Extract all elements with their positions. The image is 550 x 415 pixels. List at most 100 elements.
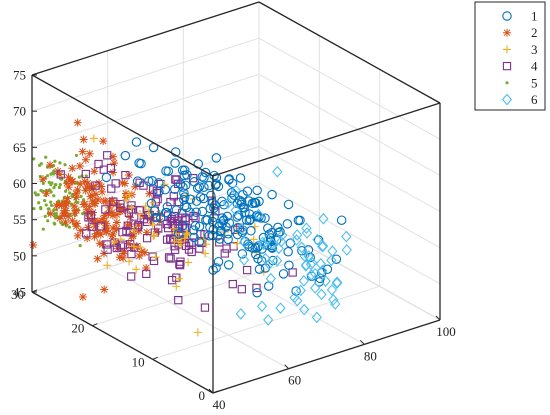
data-point [144, 176, 154, 186]
data-point [85, 202, 94, 211]
y-tick-label: 60 [288, 373, 301, 388]
data-point [311, 311, 322, 324]
data-point [291, 286, 301, 296]
data-point [122, 195, 131, 204]
data-point [84, 223, 93, 232]
data-point [254, 212, 264, 222]
data-point [58, 161, 62, 165]
data-point [115, 205, 124, 214]
data-point [118, 178, 127, 187]
data-point [125, 257, 134, 266]
data-point [166, 197, 175, 207]
data-point [80, 199, 89, 208]
data-point [93, 195, 102, 204]
data-point [105, 203, 114, 212]
data-point [273, 242, 284, 255]
data-point [195, 192, 206, 202]
series-6 [222, 165, 352, 326]
grid-line [258, 218, 441, 321]
data-point [240, 207, 250, 218]
data-point [51, 171, 55, 175]
data-point [258, 238, 269, 250]
legend: 12 3 45 6 [474, 1, 546, 111]
data-point [175, 179, 186, 189]
data-point [99, 137, 108, 146]
data-point [213, 181, 224, 192]
data-point [242, 265, 252, 275]
grid-line [258, 37, 441, 140]
data-point [144, 205, 153, 214]
data-point [129, 226, 138, 235]
data-point [73, 231, 82, 240]
legend-marker-2 [503, 28, 511, 37]
data-point [120, 247, 129, 256]
data-point [267, 243, 278, 253]
data-point [292, 294, 303, 307]
x-tick-label: 30 [11, 287, 24, 302]
data-point [29, 240, 38, 249]
data-point [238, 254, 250, 266]
data-point [147, 175, 158, 186]
y-tick-label: 100 [436, 324, 456, 339]
data-point [37, 201, 41, 205]
data-point [272, 165, 283, 178]
data-point [316, 268, 327, 278]
data-point [267, 227, 277, 238]
data-point [284, 260, 294, 271]
data-point [142, 228, 151, 237]
data-point [115, 253, 124, 262]
data-point [201, 249, 210, 258]
data-point [94, 159, 103, 169]
data-point [78, 292, 87, 301]
data-point [78, 243, 82, 248]
data-point [55, 200, 64, 209]
data-point [257, 244, 267, 254]
z-tick-label: 65 [13, 140, 26, 155]
data-point [46, 160, 55, 169]
data-point [99, 197, 108, 206]
data-point [289, 291, 300, 304]
data-point [55, 170, 64, 179]
data-point [209, 212, 219, 223]
data-point [256, 300, 268, 313]
data-point [265, 272, 276, 285]
data-point [64, 173, 73, 182]
data-point [72, 206, 81, 215]
data-point [109, 152, 117, 161]
data-point [223, 229, 233, 239]
data-point [142, 234, 152, 243]
data-point [53, 214, 57, 218]
data-point [267, 189, 277, 200]
data-point [175, 260, 185, 270]
data-point [79, 135, 88, 144]
data-point [331, 254, 342, 264]
legend-marker-5 [505, 81, 509, 85]
data-point [199, 173, 209, 183]
legend-box [474, 1, 546, 111]
data-point [45, 174, 50, 178]
data-point [56, 170, 65, 179]
data-point [95, 239, 104, 248]
data-point [70, 202, 79, 211]
data-point [320, 275, 331, 287]
data-point [91, 222, 100, 231]
data-point [115, 203, 125, 212]
data-point [131, 182, 140, 191]
data-point [166, 254, 175, 263]
data-point [247, 198, 258, 209]
data-point [317, 264, 328, 277]
data-point [101, 172, 112, 183]
data-point [326, 254, 337, 267]
data-point [127, 203, 136, 212]
data-point [109, 224, 118, 233]
data-point [283, 199, 294, 210]
data-point [160, 184, 171, 195]
data-point [173, 229, 184, 239]
z-tick-label: 75 [13, 68, 26, 83]
y-axis-line [212, 319, 441, 394]
data-point [283, 247, 293, 257]
data-point [182, 230, 191, 239]
data-point [89, 208, 98, 217]
data-point [108, 208, 117, 217]
data-points [29, 118, 352, 337]
